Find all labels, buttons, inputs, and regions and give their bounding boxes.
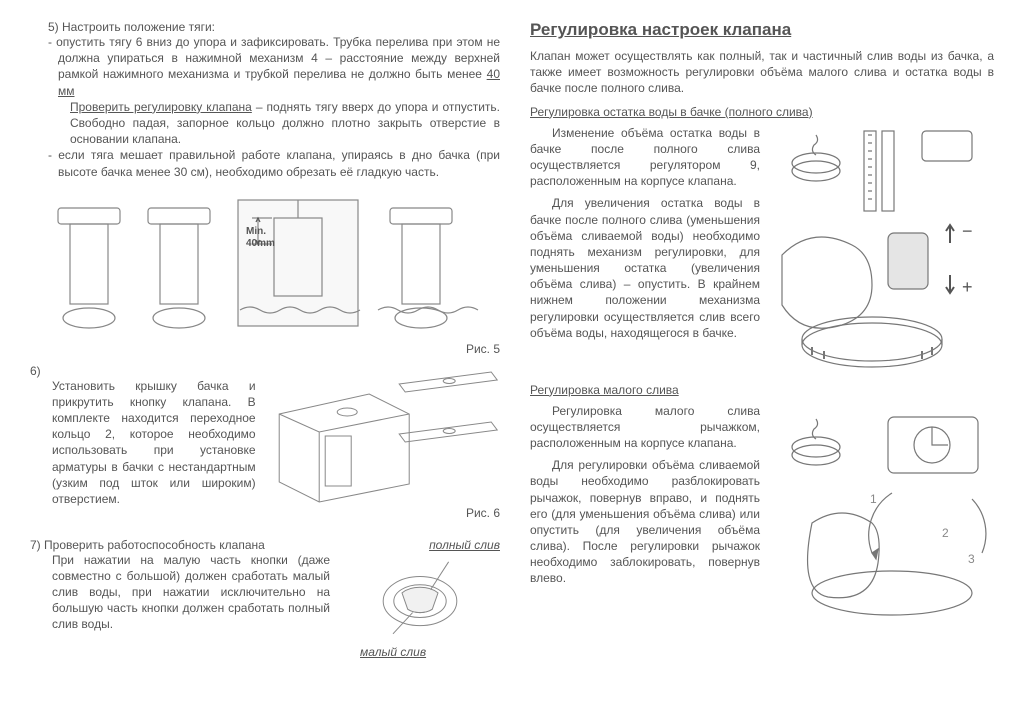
figure-6-label: Рис. 6 (268, 506, 500, 520)
svg-text:1: 1 (870, 492, 877, 506)
svg-text:2: 2 (942, 526, 949, 540)
svg-text:−: − (962, 221, 973, 241)
figure-small-flush-adjust: 1 2 3 (770, 403, 994, 623)
section-2-heading: Регулировка малого слива (530, 383, 994, 397)
svg-text:+: + (962, 277, 973, 297)
step-6: 6) Установить крышку бачка и прикрутить … (30, 364, 500, 528)
section-1: Изменение объёма остатка воды в бачке по… (530, 125, 994, 375)
step-7-title: Проверить работоспособность клапана (44, 538, 265, 552)
step-5: 5) Настроить положение тяги: - опустить … (30, 20, 500, 180)
step-6-body: Установить крышку бачка и прикрутить кно… (52, 378, 256, 508)
figure-5: Min. 40mm (30, 190, 500, 340)
svg-text:Min.: Min. (246, 226, 266, 237)
section-1-p1: Изменение объёма остатка воды в бачке по… (530, 125, 760, 190)
heading-valve-adjustment: Регулировка настроек клапана (530, 20, 994, 40)
label-small-flush: малый слив (360, 645, 426, 659)
figure-5-svg: Min. 40mm (30, 190, 500, 340)
section-2-p2: Для регулировки объёма сливаемой воды не… (530, 457, 760, 587)
step-7: 7) Проверить работоспособность клапана П… (30, 538, 500, 659)
step-5-dash1: - опустить тягу 6 вниз до упора и зафикс… (58, 34, 500, 99)
step-6-num: 6) (30, 364, 41, 378)
section-2: Регулировка малого слива осуществляется … (530, 403, 994, 623)
step-7-num: 7) (30, 538, 41, 552)
label-full-flush: полный слив (429, 538, 500, 552)
figure-7: полный слив малый слив (340, 538, 500, 659)
step-5-num: 5) (48, 20, 59, 34)
step-5-title: Настроить положение тяги: (62, 20, 215, 34)
intro-paragraph: Клапан может осуществлять как полный, та… (530, 48, 994, 97)
left-column: 5) Настроить положение тяги: - опустить … (30, 20, 500, 699)
figure-full-flush-adjust: − + (770, 125, 994, 375)
right-column: Регулировка настроек клапана Клапан може… (530, 20, 994, 699)
figure-6-svg (268, 364, 500, 504)
button-diagram (340, 552, 500, 642)
section-1-heading: Регулировка остатка воды в бачке (полног… (530, 105, 994, 119)
figure-5-label: Рис. 5 (30, 342, 500, 356)
step-5-dash2: - если тяга мешает правильной работе кла… (58, 147, 500, 179)
section-2-p1: Регулировка малого слива осуществляется … (530, 403, 760, 452)
step-5-check: Проверить регулировку клапана – поднять … (70, 99, 500, 148)
step-7-body: При нажатии на малую часть кнопки (даже … (52, 552, 330, 633)
svg-text:40mm: 40mm (246, 238, 275, 249)
svg-text:3: 3 (968, 552, 975, 566)
figure-6 (268, 364, 500, 504)
section-1-p2: Для увеличения остатка воды в бачке посл… (530, 195, 760, 341)
